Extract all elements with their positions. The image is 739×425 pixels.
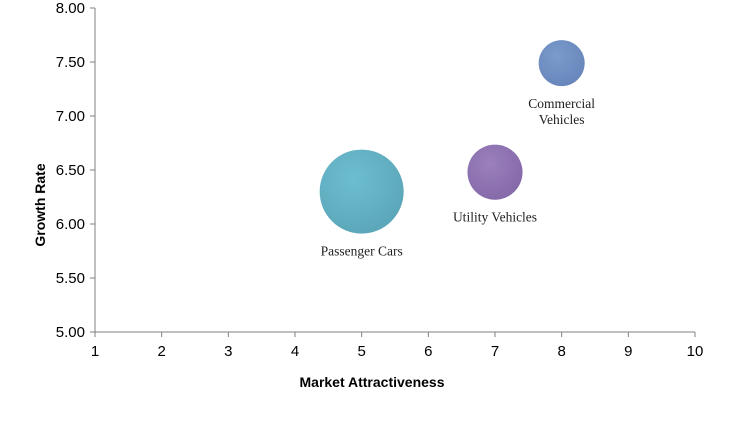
x-axis-ticks: 1 2 3 4 5 6 7 8 9 10 [91,332,704,360]
x-tick-label: 8 [557,343,565,360]
y-tick-label: 8.00 [56,0,85,17]
x-tick-label: 6 [424,343,432,360]
x-tick-label: 4 [291,343,299,360]
x-tick-label: 5 [357,343,365,360]
bubbles: Passenger Cars Utility Vehicles Commercial… [319,40,595,259]
y-tick-label: 6.00 [56,216,85,233]
y-tick-label: 7.50 [56,54,85,71]
x-axis-title: Market Attractiveness [300,374,445,390]
x-tick-label: 2 [157,343,165,360]
x-tick-label: 7 [491,343,499,360]
bubble-label: Commercial [528,96,595,111]
x-tick-label: 9 [624,343,632,360]
bubble [319,149,404,234]
bubble [467,144,523,200]
y-tick-label: 5.50 [56,270,85,287]
y-axis-title: Growth Rate [32,163,48,246]
y-axis-ticks: 5.00 5.50 6.00 6.50 7.00 7.50 8.00 [56,0,95,341]
x-tick-label: 1 [91,343,99,360]
bubble-label: Passenger Cars [321,244,403,259]
bubble-label: Utility Vehicles [453,210,537,225]
y-tick-label: 5.00 [56,324,85,341]
y-tick-label: 6.50 [56,162,85,179]
x-tick-label: 10 [687,343,704,360]
bubble [538,40,585,87]
bubble-label: Vehicles [539,112,585,127]
x-tick-label: 3 [224,343,232,360]
y-tick-label: 7.00 [56,108,85,125]
